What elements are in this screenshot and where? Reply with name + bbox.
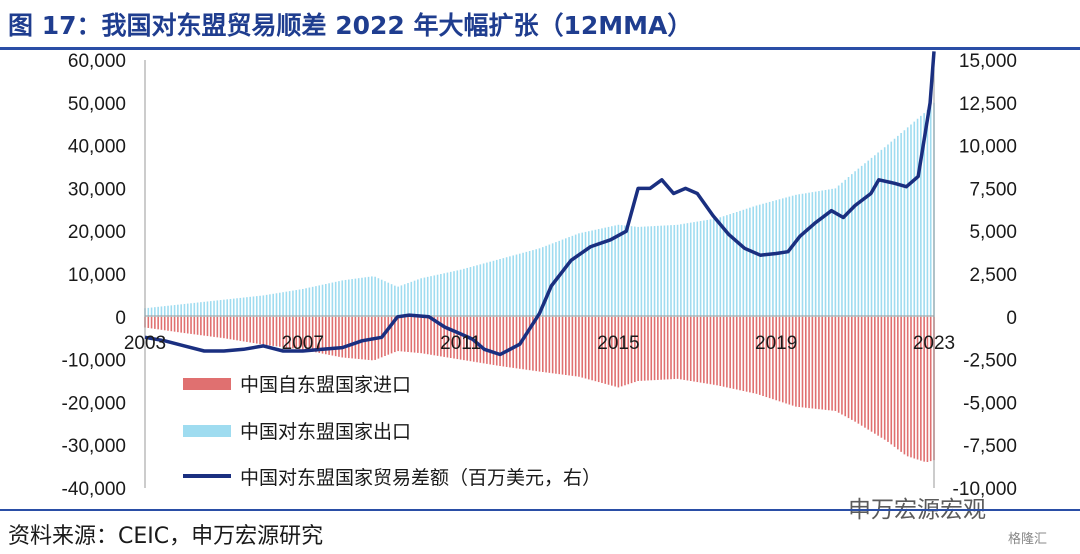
x-tick-label: 2007 [282, 333, 324, 354]
x-tick-label: 2015 [597, 333, 639, 354]
left-tick-label: -30,000 [62, 436, 126, 457]
x-tick-label: 2011 [440, 333, 481, 354]
left-tick-label: -20,000 [62, 393, 126, 414]
watermark-small: 格隆汇 [1008, 532, 1048, 547]
legend-label-import: 中国自东盟国家进口 [240, 374, 411, 396]
right-tick-label: 5,000 [969, 222, 1017, 243]
chart-title: 图 17：我国对东盟贸易顺差 2022 年大幅扩张（12MMA） [8, 11, 693, 40]
left-tick-label: 50,000 [68, 94, 126, 115]
legend-label-export: 中国对东盟国家出口 [240, 421, 411, 443]
right-tick-label: 10,000 [959, 137, 1017, 158]
legend-swatch-export [183, 425, 231, 437]
left-tick-label: 30,000 [68, 179, 126, 200]
legend: 中国自东盟国家进口 中国对东盟国家出口 中国对东盟国家贸易差额（百万美元，右） [183, 374, 601, 489]
x-tick-labels: 2003 2007 2011 2015 2019 2023 [124, 333, 955, 354]
left-tick-labels: 60,000 50,000 40,000 30,000 20,000 10,000 0 -10… [62, 51, 126, 500]
bar-layer [144, 102, 935, 462]
right-tick-label: -5,000 [963, 393, 1017, 414]
line-layer [144, 51, 936, 357]
left-tick-label: 20,000 [68, 222, 126, 243]
title-rule [0, 47, 1080, 50]
x-tick-label: 2019 [755, 333, 797, 354]
right-tick-label: 12,500 [959, 94, 1017, 115]
right-tick-label: 7,500 [969, 179, 1017, 200]
left-tick-label: 10,000 [68, 265, 126, 286]
left-tick-label: -40,000 [62, 479, 126, 500]
left-tick-label: 60,000 [68, 51, 126, 72]
right-tick-label: -7,500 [963, 436, 1017, 457]
right-tick-label: 0 [1006, 308, 1017, 329]
balance-line [144, 51, 936, 357]
right-tick-label: -10,000 [953, 479, 1017, 500]
watermark: 申万宏源宏观 [848, 497, 986, 523]
x-tick-label: 2023 [913, 333, 955, 354]
left-tick-label: -10,000 [62, 351, 126, 372]
left-tick-label: 40,000 [68, 137, 126, 158]
bottom-rule [0, 509, 1080, 511]
right-tick-label: -2,500 [963, 351, 1017, 372]
x-tick-label: 2003 [124, 333, 166, 354]
source-note: 资料来源：CEIC，申万宏源研究 [8, 524, 324, 549]
right-tick-labels: 15,000 12,500 10,000 7,500 5,000 2,500 0 -2,500… [953, 51, 1017, 500]
legend-swatch-import [183, 378, 231, 390]
right-tick-label: 2,500 [969, 265, 1017, 286]
legend-label-balance: 中国对东盟国家贸易差额（百万美元，右） [240, 467, 601, 489]
left-tick-label: 0 [115, 308, 126, 329]
right-tick-label: 15,000 [959, 51, 1017, 72]
